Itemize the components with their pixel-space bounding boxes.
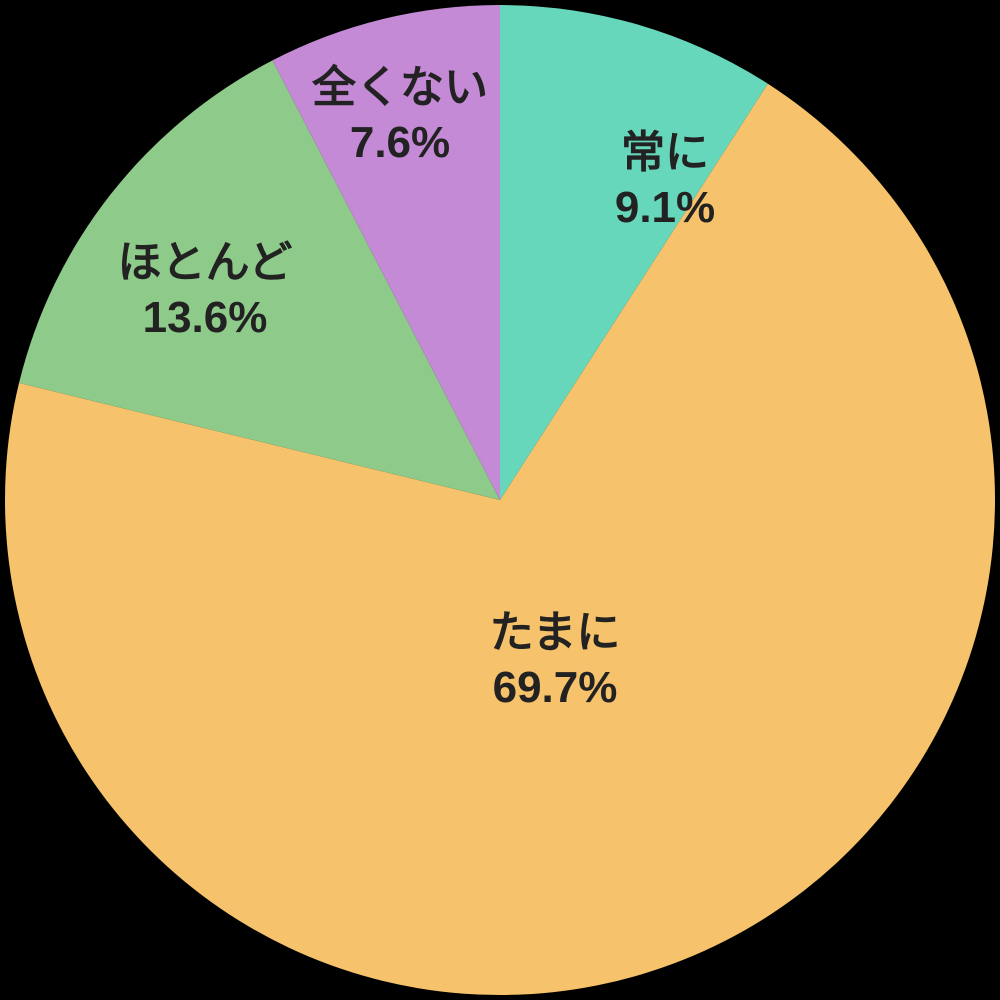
slice-name-0: 常に — [621, 128, 709, 177]
slice-pct-1: 69.7% — [490, 660, 621, 715]
slice-label-3: 全くない 7.6% — [312, 60, 488, 170]
slice-label-1: たまに 69.7% — [490, 605, 621, 715]
slice-name-3: 全くない — [312, 63, 488, 112]
slice-name-2: ほとんど — [118, 238, 293, 287]
pie-svg — [0, 0, 1000, 1000]
slice-pct-0: 9.1% — [615, 180, 715, 235]
slice-label-2: ほとんど 13.6% — [118, 235, 293, 345]
slice-pct-2: 13.6% — [118, 290, 293, 345]
slice-label-0: 常に 9.1% — [615, 125, 715, 235]
pie-chart: 常に 9.1% たまに 69.7% ほとんど 13.6% 全くない 7.6% — [0, 0, 1000, 1000]
slice-pct-3: 7.6% — [312, 115, 488, 170]
slice-name-1: たまに — [490, 608, 621, 657]
